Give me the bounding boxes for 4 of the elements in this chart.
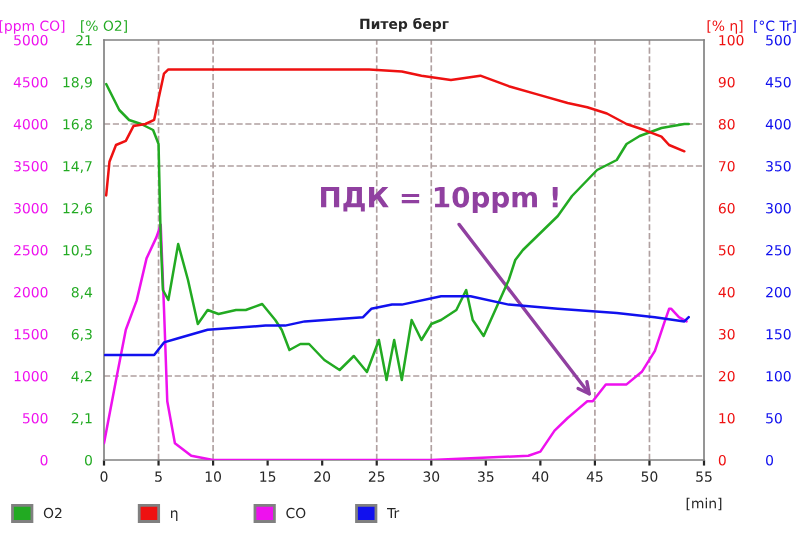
line-series xyxy=(104,223,688,460)
line-series xyxy=(104,82,690,382)
line-series xyxy=(104,294,690,357)
annotation: ПДК = 10ppm ! xyxy=(321,186,558,214)
